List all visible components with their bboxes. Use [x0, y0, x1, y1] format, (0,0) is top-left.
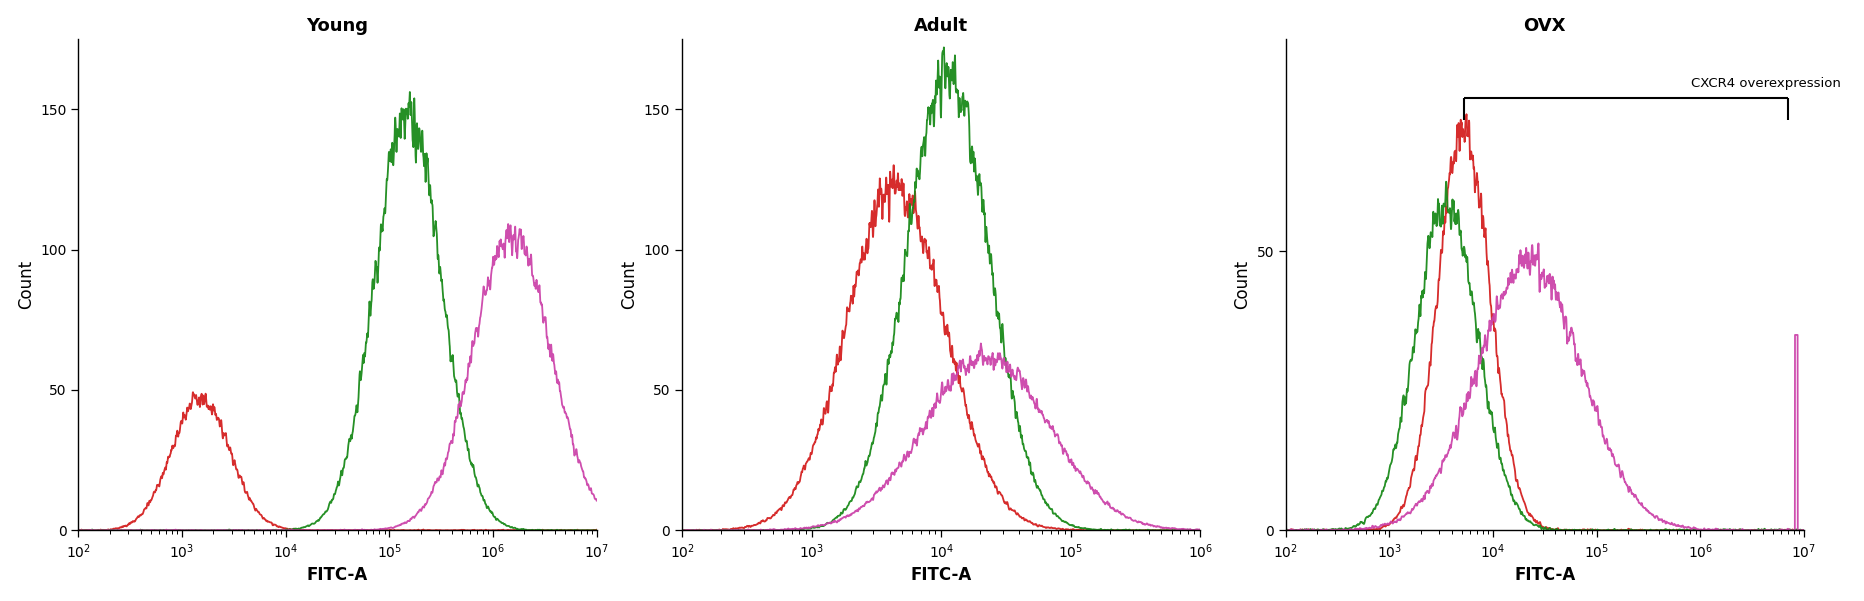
X-axis label: FITC-A: FITC-A	[1514, 566, 1575, 584]
Y-axis label: Count: Count	[1232, 260, 1251, 310]
Y-axis label: Count: Count	[17, 260, 35, 310]
X-axis label: FITC-A: FITC-A	[308, 566, 369, 584]
X-axis label: FITC-A: FITC-A	[911, 566, 971, 584]
Y-axis label: Count: Count	[621, 260, 637, 310]
Text: CXCR4 overexpression: CXCR4 overexpression	[1691, 76, 1840, 90]
Title: OVX: OVX	[1523, 17, 1566, 35]
Title: Adult: Adult	[913, 17, 967, 35]
Title: Young: Young	[306, 17, 369, 35]
